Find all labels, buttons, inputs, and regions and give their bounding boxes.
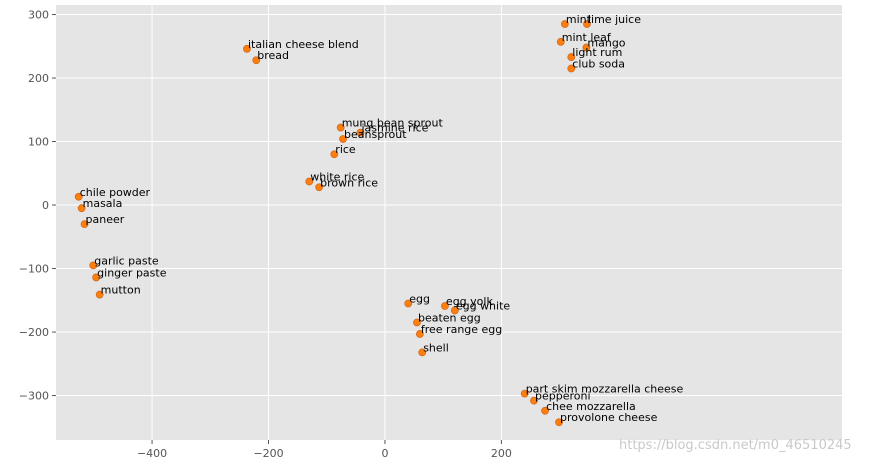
data-point-label: mango bbox=[587, 37, 625, 50]
data-point-label: masala bbox=[83, 197, 123, 210]
data-point bbox=[567, 64, 576, 73]
data-point-label: paneer bbox=[86, 213, 125, 226]
data-point-label: egg white bbox=[456, 299, 511, 312]
data-point bbox=[252, 56, 261, 65]
data-point bbox=[560, 20, 569, 28]
data-point-label: club soda bbox=[572, 58, 625, 71]
x-tick-label: 0 bbox=[381, 447, 388, 460]
data-point-label: ginger paste bbox=[97, 266, 167, 279]
data-point bbox=[413, 318, 421, 327]
data-point bbox=[305, 177, 314, 186]
axis-ticks: −400 −200 0 200 300 200 100 0 −100 −200 −300 bbox=[19, 9, 512, 460]
data-point bbox=[555, 418, 563, 427]
data-point bbox=[89, 261, 98, 270]
y-tick-label: −300 bbox=[19, 390, 49, 403]
data-point-label: garlic paste bbox=[94, 254, 159, 267]
data-point-label: chee mozzarella bbox=[546, 400, 636, 413]
data-point bbox=[315, 183, 324, 192]
data-point-label: bread bbox=[257, 49, 289, 62]
y-tick-label: 100 bbox=[28, 136, 49, 149]
data-point-label: brown rice bbox=[320, 176, 378, 189]
data-point bbox=[330, 150, 339, 159]
data-point bbox=[583, 20, 591, 28]
data-point bbox=[404, 299, 413, 308]
data-point bbox=[582, 43, 591, 52]
y-tick-label: −200 bbox=[19, 326, 49, 339]
data-point-label: shell bbox=[423, 341, 449, 354]
y-tick-label: 300 bbox=[28, 9, 49, 22]
data-point bbox=[80, 220, 89, 228]
data-point-label: beaten egg bbox=[418, 312, 481, 325]
data-point bbox=[92, 273, 101, 282]
data-point-label: part skim mozzarella cheese bbox=[526, 383, 684, 396]
data-point-label: mutton bbox=[101, 284, 141, 297]
data-point-label: mint leaf bbox=[562, 31, 612, 44]
data-point bbox=[530, 396, 538, 405]
data-point bbox=[95, 290, 104, 299]
data-point bbox=[336, 123, 345, 132]
data-point-label: mint bbox=[566, 13, 592, 26]
data-point-label: beansprout bbox=[344, 128, 407, 141]
x-tick-label: 200 bbox=[491, 447, 512, 460]
data-point bbox=[541, 406, 549, 415]
data-point-label: lime juice bbox=[588, 13, 641, 26]
data-point bbox=[77, 204, 86, 213]
data-point-label: free range egg bbox=[421, 323, 502, 336]
data-point bbox=[556, 37, 565, 46]
y-tick-label: −100 bbox=[19, 263, 49, 276]
data-point bbox=[415, 330, 424, 338]
data-point bbox=[567, 53, 576, 61]
data-point-label: jasmine rice bbox=[361, 122, 429, 135]
data-point-label: egg bbox=[409, 292, 430, 305]
y-tick-label: 200 bbox=[28, 72, 49, 85]
data-points bbox=[74, 20, 591, 427]
data-point bbox=[356, 128, 365, 137]
data-point bbox=[450, 306, 459, 315]
data-point bbox=[339, 135, 347, 143]
grid bbox=[56, 5, 842, 440]
data-point bbox=[441, 302, 449, 310]
data-point-label: light rum bbox=[572, 46, 622, 59]
data-point-label: pepperoni bbox=[535, 390, 591, 403]
watermark-text: https://blog.csdn.net/m0_46510245 bbox=[619, 438, 852, 453]
data-point-label: white rice bbox=[310, 171, 364, 184]
data-point-label: provolone cheese bbox=[560, 411, 658, 424]
plot-area bbox=[56, 5, 842, 440]
data-point-label: rice bbox=[335, 143, 356, 156]
data-point bbox=[418, 348, 427, 357]
data-point-label: egg yolk bbox=[446, 295, 494, 308]
data-point-label: chile powder bbox=[80, 186, 151, 199]
data-point-label: italian cheese blend bbox=[248, 38, 359, 51]
y-tick-label: 0 bbox=[42, 199, 49, 212]
data-point bbox=[520, 389, 529, 398]
data-point-label: mung bean sprout bbox=[342, 117, 444, 130]
data-point bbox=[243, 44, 251, 53]
x-tick-label: −200 bbox=[253, 447, 283, 460]
data-point bbox=[74, 192, 83, 201]
x-tick-label: −400 bbox=[137, 447, 167, 460]
